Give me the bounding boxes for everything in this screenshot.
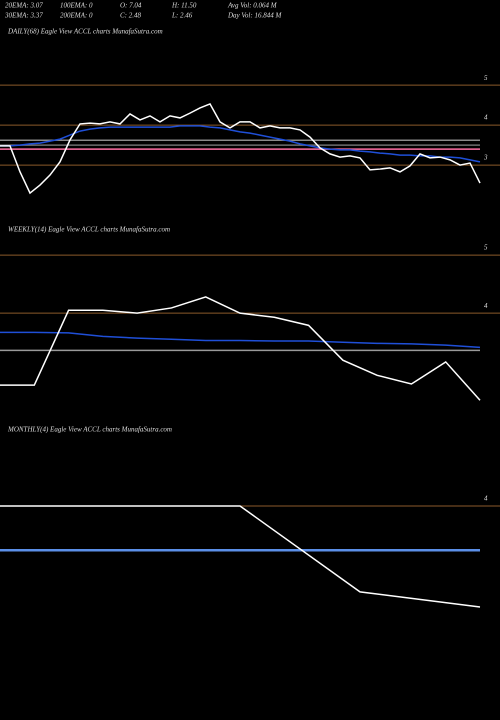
header-stat: 200EMA: 0 <box>60 12 93 20</box>
header-stat: H: 11.50 <box>171 2 197 10</box>
header-stat: C: 2.48 <box>120 12 142 20</box>
header-stat: O: 7.04 <box>120 2 142 10</box>
header-stat: L: 2.46 <box>171 12 193 20</box>
panel-title: MONTHLY(4) Eagle View ACCL charts Munafa… <box>7 426 172 434</box>
y-tick-label: 4 <box>484 495 488 503</box>
header-stat: Avg Vol: 0.064 M <box>227 2 278 10</box>
price-line <box>0 331 481 349</box>
y-tick-label: 4 <box>484 302 488 310</box>
y-tick-label: 4 <box>484 114 488 122</box>
y-tick-label: 5 <box>484 244 488 252</box>
header-stat: 30EMA: 3.37 <box>4 12 43 20</box>
price-line <box>0 125 481 163</box>
price-line <box>0 102 481 195</box>
header-stat: 20EMA: 3.07 <box>5 2 43 10</box>
panel-title: DAILY(68) Eagle View ACCL charts MunafaS… <box>7 28 163 36</box>
price-line <box>0 296 481 401</box>
y-tick-label: 3 <box>483 154 488 162</box>
header-stat: 100EMA: 0 <box>60 2 93 10</box>
panel-title: WEEKLY(14) Eagle View ACCL charts Munafa… <box>8 226 170 234</box>
y-tick-label: 5 <box>484 74 488 82</box>
price-line <box>0 505 481 608</box>
header-stat: Day Vol: 16.844 M <box>227 12 282 20</box>
